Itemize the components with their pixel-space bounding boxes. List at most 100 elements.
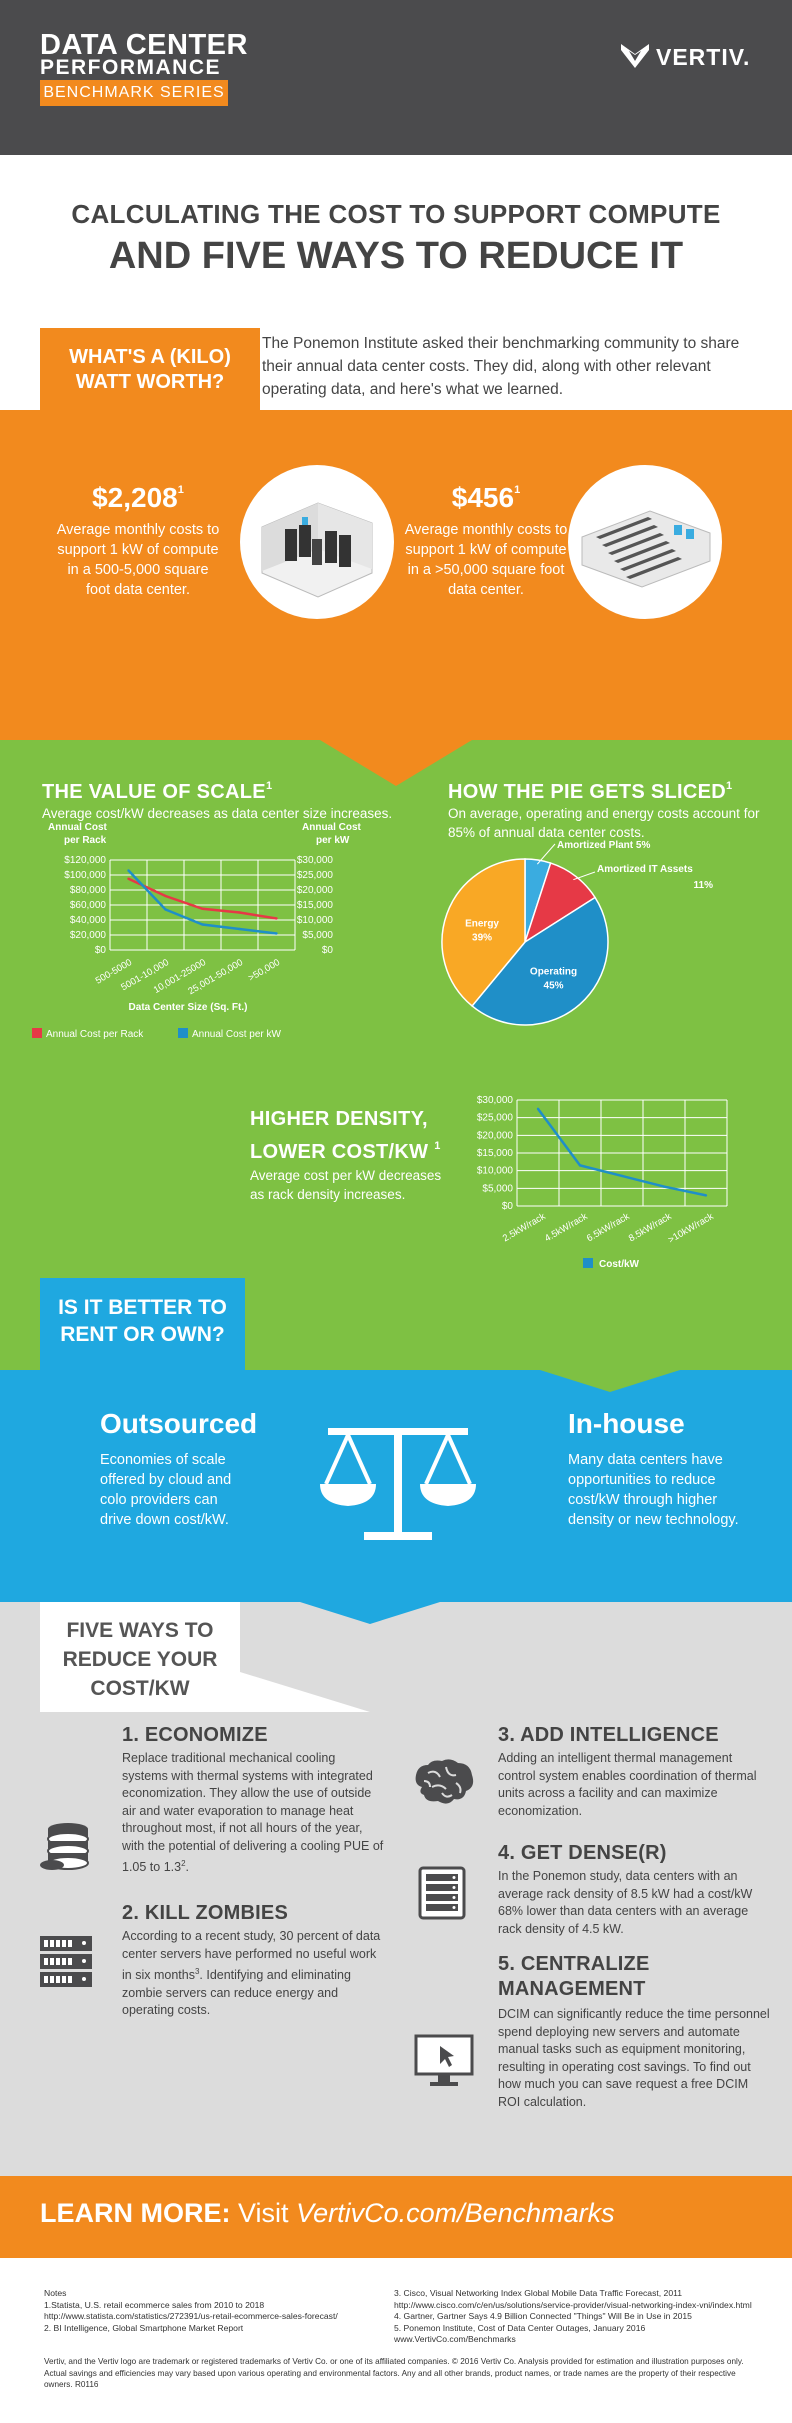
learn-more-banner: LEARN MORE: Visit VertivCo.com/Benchmark… (0, 2176, 792, 2258)
y-tick-label-right: $20,000 (297, 885, 334, 896)
y-axis-right-label: Annual Cost (302, 822, 362, 833)
benchmarks-link[interactable]: VertivCo.com/Benchmarks (296, 2198, 615, 2228)
y-tick-label: $5,000 (482, 1183, 513, 1194)
x-tick-label: >50,000 (247, 957, 282, 984)
pie-slice-4 (441, 858, 526, 1008)
data-point (127, 877, 130, 880)
inhouse-title: In-house (568, 1408, 685, 1439)
way-2-title: 2. KILL ZOMBIES (122, 1902, 288, 1924)
y-tick-label-right: $15,000 (297, 900, 334, 911)
data-point (536, 1107, 540, 1111)
way-4-text: In the Ponemon study, data centers with … (498, 1869, 753, 1936)
y-axis-left-label: per Rack (64, 835, 107, 846)
legend-swatch (178, 1028, 188, 1038)
kilo-question-box: WHAT'S A (KILO) WATT WORTH? (40, 328, 260, 418)
pie-chart: Amortized Plant 5% Amortized IT Assets11%… (441, 840, 713, 1026)
pie-leader-line (536, 843, 556, 865)
y-tick-label-left: $100,000 (64, 870, 106, 881)
large-datacenter-image (568, 465, 722, 619)
x-tick-label: 4.5kW/rack (543, 1211, 590, 1244)
pie-subtitle: On average, operating and energy costs a… (448, 806, 760, 840)
y-tick-label: $15,000 (477, 1148, 514, 1159)
outsourced-title: Outsourced (100, 1408, 258, 1439)
data-point (275, 917, 278, 920)
x-tick-label: 8.5kW/rack (627, 1211, 674, 1244)
brain-icon (415, 1759, 474, 1804)
series-line-1 (127, 877, 277, 920)
vertiv-logo-text: VERTIV. (656, 44, 751, 70)
pie-leader-line (573, 871, 596, 881)
data-point (704, 1194, 708, 1197)
legend-swatch (583, 1258, 593, 1268)
five-ways-section: FIVE WAYS TO REDUCE YOUR COST/KW 1. ECON… (0, 1602, 792, 2176)
kilo-intro-text: The Ponemon Institute asked their benchm… (262, 335, 740, 398)
y-tick-label-left: $0 (95, 945, 107, 956)
notes-right: 3. Cisco, Visual Networking Index Global… (394, 2288, 752, 2344)
y-tick-label-left: $20,000 (70, 930, 107, 941)
y-tick-label-left: $120,000 (64, 855, 106, 866)
pie-label-amortized-plant: Amortized Plant 5% (557, 840, 650, 851)
server-rack-icon (40, 1936, 92, 1987)
data-point (201, 923, 204, 926)
y-tick-label: $0 (502, 1201, 514, 1212)
density-chart: $0 $5,000 $10,000 $15,000 $20,000 $25,000 $30,… (477, 1095, 728, 1270)
x-tick-label: 6.5kW/rack (585, 1211, 632, 1244)
density-subtitle: Average cost per kW decreases as rack de… (250, 1168, 442, 1202)
disclaimer: Vertiv, and the Vertiv logo are trademar… (44, 2357, 744, 2389)
data-point (238, 911, 241, 914)
footer-notes: Notes 1.Statista, U.S. retail ecommerce … (0, 2258, 792, 2423)
vertiv-logo-icon (621, 44, 649, 68)
pie-title: HOW THE PIE GETS SLICED1 (448, 780, 733, 803)
server-tower-icon (418, 1866, 466, 1920)
five-ways-heading: FIVE WAYS TO REDUCE YOUR COST/KW (40, 1602, 240, 1712)
x-tick-label: 2.5kW/rack (501, 1211, 548, 1244)
page-title-line-1: CALCULATING THE COST TO SUPPORT COMPUTE (71, 199, 721, 229)
pie-label-energy-pct: 39% (472, 933, 492, 944)
y-tick-label: $25,000 (477, 1113, 514, 1124)
page-title-line-2: AND FIVE WAYS TO REDUCE IT (108, 235, 684, 277)
way-2-text: According to a recent study, 30 percent … (122, 1929, 381, 2018)
way-5-title: 5. CENTRALIZE MANAGEMENT (498, 1953, 650, 2000)
header-banner: DATA CENTER PERFORMANCE BENCHMARK SERIES… (0, 0, 792, 155)
series-line-1 (536, 1108, 707, 1197)
section-arrow (300, 1602, 440, 1624)
scale-chart: Annual Cost per Rack Annual Cost per kW $0 $0… (32, 822, 362, 1040)
data-point (127, 869, 130, 872)
title-section: CALCULATING THE COST TO SUPPORT COMPUTE … (0, 155, 792, 310)
density-title: HIGHER DENSITY, LOWER COST/KW 1 (250, 1108, 441, 1163)
y-tick-label: $20,000 (477, 1130, 514, 1141)
y-tick-label-right: $25,000 (297, 870, 334, 881)
data-point (164, 908, 167, 911)
way-3-text: Adding an intelligent thermal management… (498, 1751, 757, 1818)
inhouse-text: Many data centers have opportunities to … (568, 1452, 739, 1528)
x-tick-label: >10kW/rack (666, 1211, 715, 1246)
cost-breakdown-section: THE VALUE OF SCALE1 Average cost/kW decr… (0, 740, 792, 1370)
y-tick-label-right: $10,000 (297, 915, 334, 926)
x-axis-label: Data Center Size (Sq. Ft.) (129, 1002, 248, 1013)
scales-icon (320, 1428, 476, 1540)
y-tick-label: $10,000 (477, 1166, 514, 1177)
pie-label-it-assets: Amortized IT Assets (597, 864, 693, 875)
way-5-text: DCIM can significantly reduce the time p… (498, 2007, 770, 2109)
y-tick-label-right: $0 (322, 945, 334, 956)
brand-line-1: DATA CENTER (40, 29, 248, 61)
y-tick-label-right: $5,000 (302, 930, 333, 941)
section-arrow (320, 740, 472, 786)
scale-title: THE VALUE OF SCALE1 (42, 780, 273, 803)
y-axis-right-label: per kW (316, 835, 350, 846)
stat-small-dc-text: Average monthly costs to support 1 kW of… (56, 522, 220, 598)
monitor-cursor-icon (414, 2034, 474, 2086)
data-point (164, 894, 167, 898)
pie-slice-3 (471, 896, 609, 1026)
coins-icon (40, 1823, 89, 1870)
stat-large-dc-value: $4561 (451, 482, 521, 513)
y-tick-label-left: $60,000 (70, 900, 107, 911)
learn-more-text: LEARN MORE: Visit VertivCo.com/Benchmark… (40, 2198, 615, 2228)
small-datacenter-image (240, 465, 394, 619)
brand-line-2: PERFORMANCE (40, 56, 222, 79)
legend-label: Annual Cost per Rack (46, 1029, 144, 1040)
way-1-title: 1. ECONOMIZE (122, 1724, 268, 1746)
way-3-title: 3. ADD INTELLIGENCE (498, 1724, 719, 1746)
data-point (662, 1185, 666, 1188)
scale-subtitle: Average cost/kW decreases as data center… (42, 806, 393, 821)
